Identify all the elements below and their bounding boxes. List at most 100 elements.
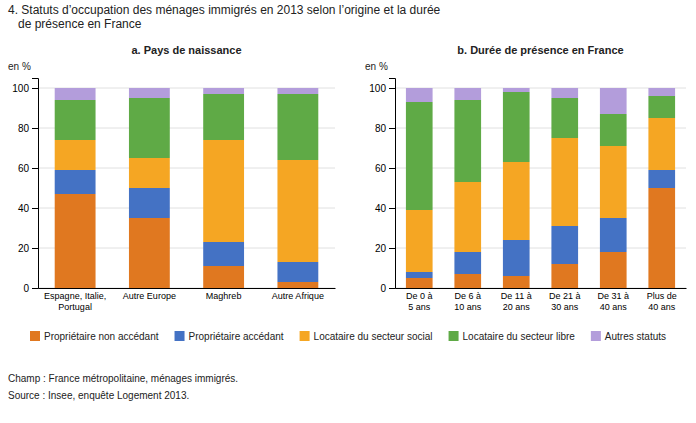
tick: Maghreb — [206, 291, 242, 301]
bar-segment — [600, 146, 627, 218]
tick-label: Plus de40 ans — [647, 291, 677, 311]
axis-line — [32, 79, 39, 289]
axis-line — [39, 288, 336, 289]
bar-segment — [129, 98, 170, 158]
legend-swatch — [591, 331, 601, 341]
series — [406, 188, 675, 288]
tick-label: 40 — [18, 203, 30, 214]
legend-label: Locataire du secteur social — [314, 331, 433, 342]
tick-label: 100 — [369, 83, 386, 94]
series — [406, 92, 675, 210]
tick-label: Autre Afrique — [272, 291, 324, 301]
tick: 80 — [375, 123, 395, 134]
legend-label: Locataire du secteur libre — [463, 331, 576, 342]
tick: 100 — [369, 83, 395, 94]
tick-label: 20 — [375, 243, 387, 254]
bar-segment — [129, 88, 170, 98]
tick-label-line: De 31 à — [597, 291, 629, 301]
bar-segment — [648, 96, 675, 118]
grid — [395, 88, 686, 288]
legend-label: Propriétaire non accédant — [44, 331, 159, 342]
x-axis: Espagne, Italie,PortugalAutre EuropeMagh… — [39, 289, 336, 312]
chart-title: b. Durée de présence en France — [457, 44, 623, 56]
axis-label: en % — [365, 61, 388, 72]
tick: De 6 à10 ans — [454, 291, 482, 311]
tick: De 0 à5 ans — [406, 291, 433, 311]
bar-segment — [203, 242, 244, 266]
bar-segment — [203, 266, 244, 288]
legend-item: Propriétaire non accédant — [30, 331, 159, 342]
bars — [55, 88, 319, 288]
bar-segment — [203, 88, 244, 94]
legend-item: Locataire du secteur libre — [449, 331, 576, 342]
bar-segment — [277, 262, 318, 282]
bar-segment — [55, 88, 96, 100]
bar-segment — [503, 92, 530, 162]
bar-segment — [406, 210, 433, 272]
grid-line — [395, 88, 686, 89]
tick-label-line: De 21 à — [549, 291, 581, 301]
bar-segment — [454, 252, 481, 274]
tick-mark — [32, 288, 38, 289]
tick-label-line: 40 ans — [600, 302, 628, 312]
legend-swatch — [175, 331, 185, 341]
chart: 020406080100De 0 à5 ansDe 6 à10 ansDe 11… — [365, 44, 687, 312]
legend-label: Autres statuts — [605, 331, 666, 342]
tick-mark — [32, 128, 38, 129]
tick-label: De 0 à5 ans — [406, 291, 433, 311]
axis-line — [389, 79, 396, 289]
bar-segment — [454, 88, 481, 100]
tick-label-line: Portugal — [58, 302, 92, 312]
grid-line — [395, 288, 686, 289]
tick-mark — [389, 288, 395, 289]
tick-label: 80 — [18, 123, 30, 134]
tick: 0 — [380, 283, 395, 294]
tick: De 31 à40 ans — [597, 291, 629, 311]
tick-label: Maghreb — [206, 291, 242, 301]
tick-mark — [32, 248, 38, 249]
legend: Propriétaire non accédantPropriétaire ac… — [30, 331, 666, 342]
series — [55, 94, 319, 160]
tick: 80 — [18, 123, 38, 134]
grid — [38, 88, 335, 288]
tick-label: De 11 à20 ans — [501, 291, 532, 311]
tick-label-line: De 11 à — [501, 291, 532, 301]
tick: 20 — [18, 243, 38, 254]
tick: 100 — [12, 83, 38, 94]
bar-segment — [55, 140, 96, 170]
bar-segment — [129, 158, 170, 188]
title-line: de présence en France — [8, 17, 142, 31]
bar-segment — [454, 274, 481, 288]
series — [55, 88, 319, 100]
y-axis: 020406080100 — [369, 79, 395, 294]
bar-segment — [600, 218, 627, 252]
bar-segment — [406, 278, 433, 288]
tick-label-line: 5 ans — [408, 302, 431, 312]
bar-segment — [600, 114, 627, 146]
tick: 60 — [375, 163, 395, 174]
legend-swatch — [449, 331, 459, 341]
tick-label-line: 10 ans — [454, 302, 482, 312]
tick-label: De 31 à40 ans — [597, 291, 629, 311]
tick-label: 100 — [12, 83, 29, 94]
tick: 0 — [23, 283, 38, 294]
bar-segment — [503, 88, 530, 92]
legend-swatch — [30, 331, 40, 341]
bar-segment — [503, 240, 530, 276]
title-line: 4. Statuts d’occupation des ménages immi… — [8, 3, 441, 17]
tick-mark — [32, 168, 38, 169]
tick-label: 60 — [375, 163, 387, 174]
tick-label-line: 20 ans — [503, 302, 531, 312]
tick-label: 0 — [23, 283, 29, 294]
bar-segment — [406, 88, 433, 102]
tick-label-line: Espagne, Italie, — [44, 291, 106, 301]
bar-segment — [551, 264, 578, 288]
title: 4. Statuts d’occupation des ménages immi… — [8, 3, 441, 31]
grid-line — [395, 248, 686, 249]
bar-segment — [55, 100, 96, 140]
axis-label: en % — [8, 61, 31, 72]
tick-label-line: 40 ans — [648, 302, 676, 312]
chart-title: a. Pays de naissance — [131, 44, 241, 56]
tick-label-line: Autre Afrique — [272, 291, 324, 301]
bar-segment — [203, 94, 244, 140]
